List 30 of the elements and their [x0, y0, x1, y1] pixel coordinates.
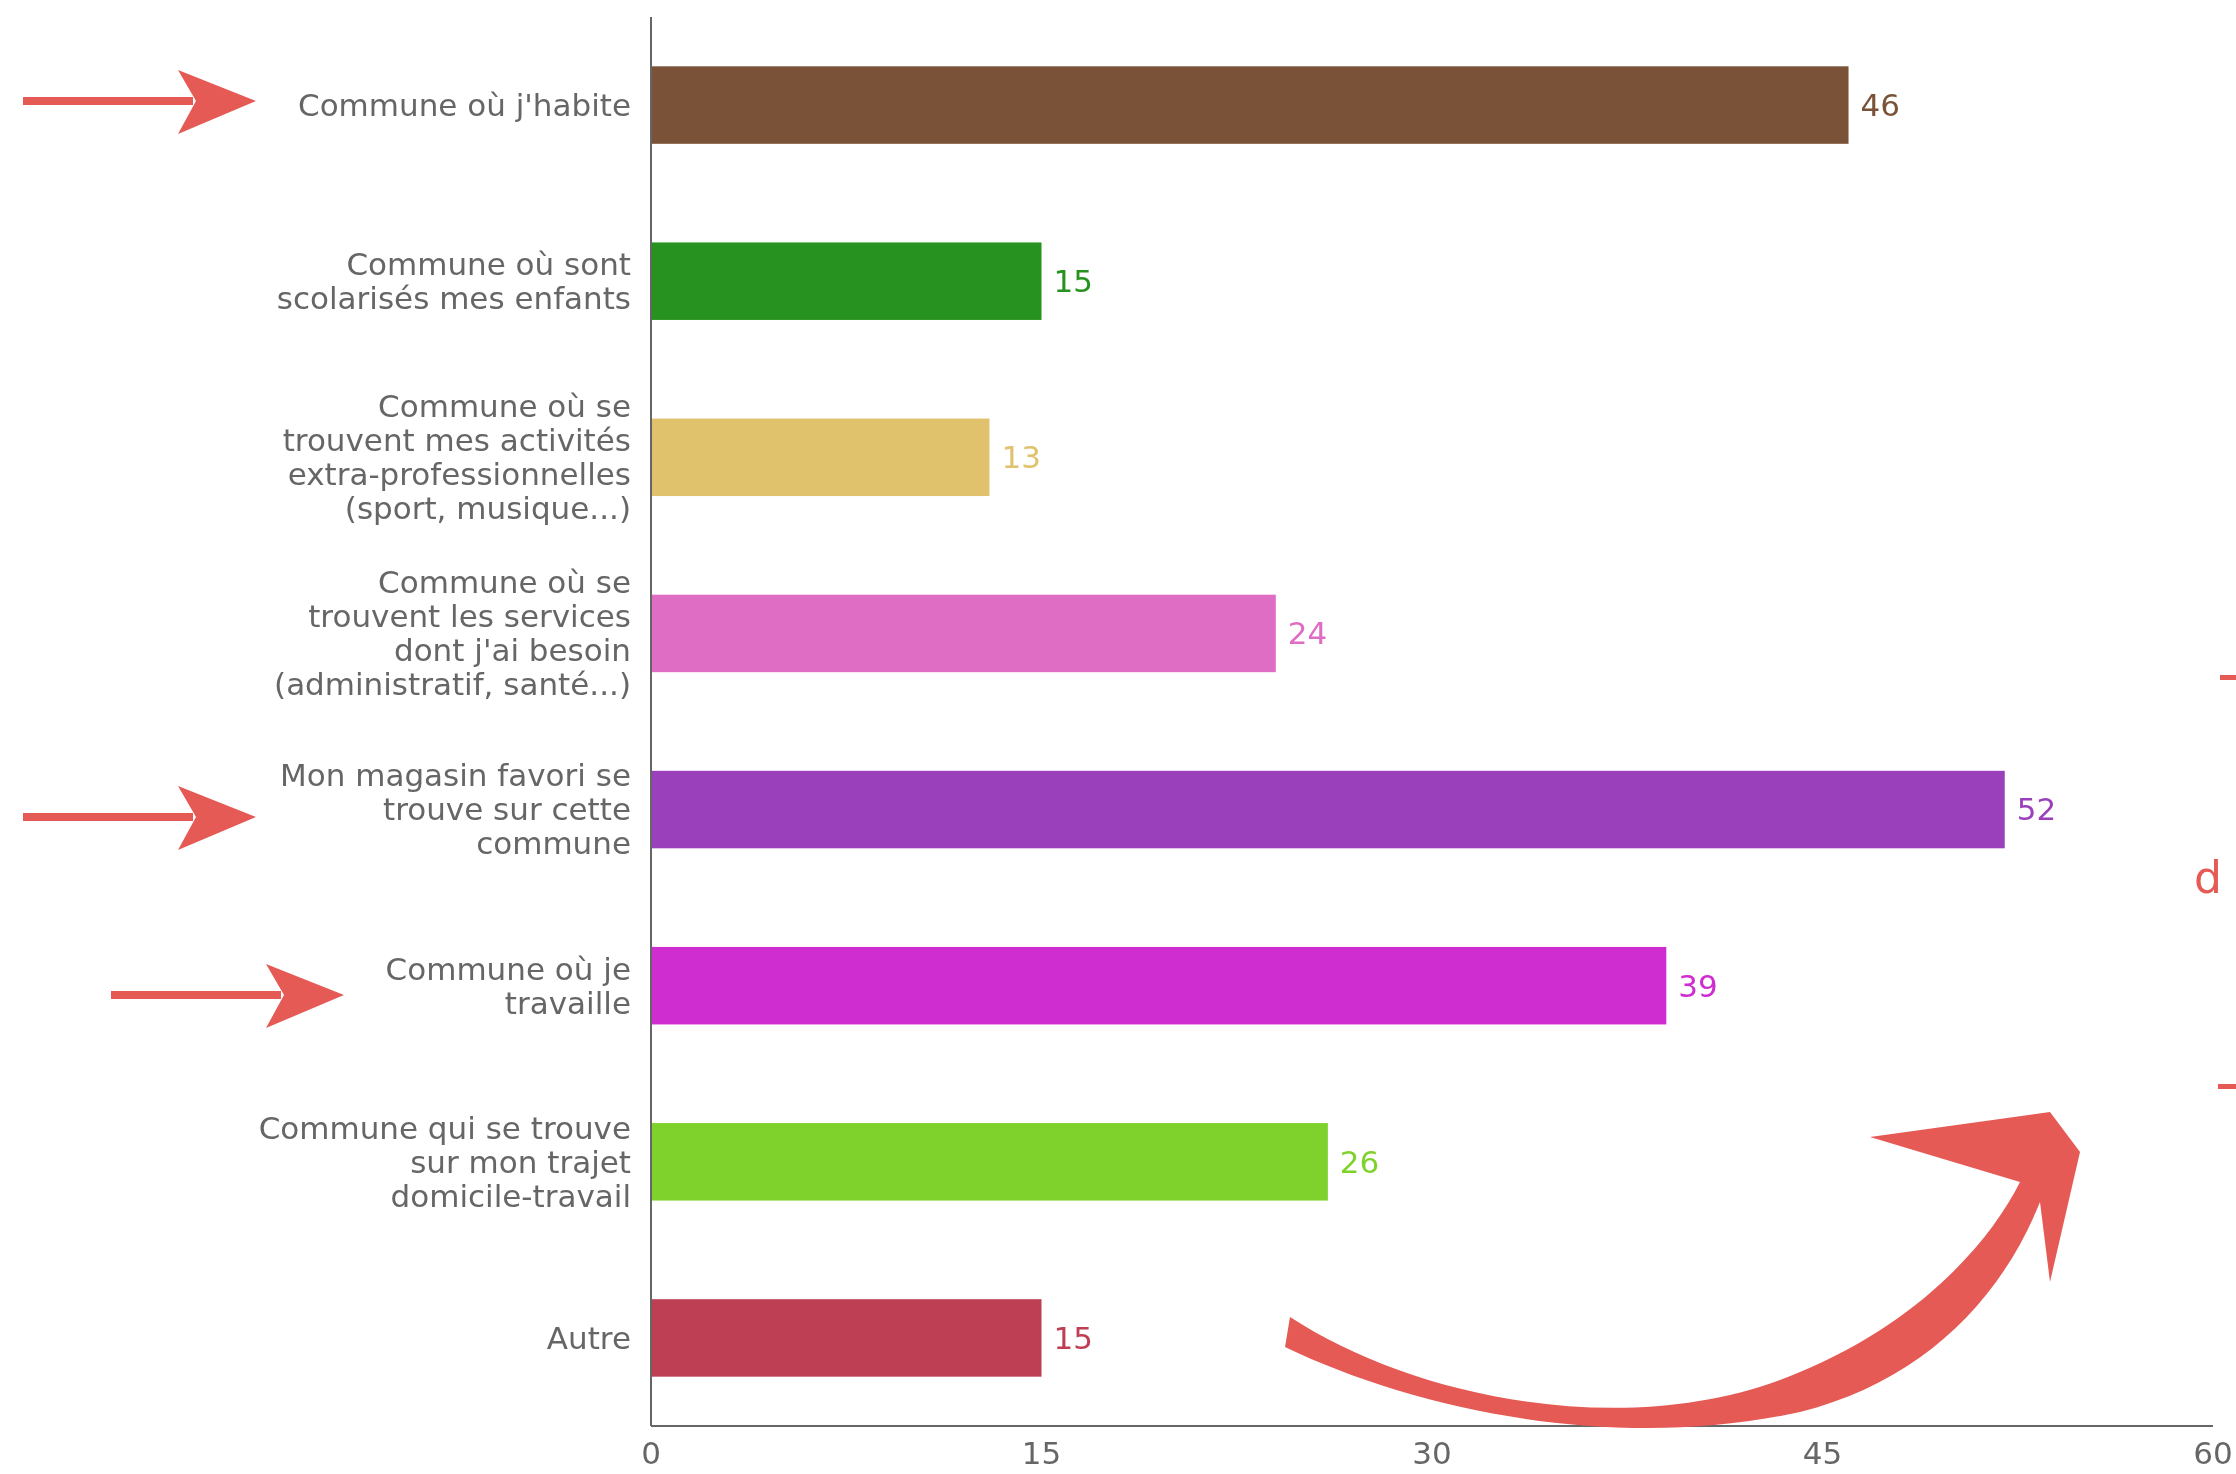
y-tick-label: Commune où se trouvent les services dont j'ai besoin (administratif, santé...) — [274, 564, 631, 703]
y-tick-label: Commune où sont scolarisés mes enfants — [276, 246, 631, 317]
bar — [651, 242, 1042, 320]
bar — [651, 1299, 1042, 1377]
bar — [651, 66, 1849, 144]
y-tick-label: Autre — [546, 1319, 631, 1356]
y-tick-label: Commune qui se trouve sur mon trajet domicile-travail — [258, 1109, 631, 1214]
data-label: 24 — [1287, 615, 1328, 652]
data-label: 13 — [1001, 439, 1041, 476]
x-tick-label: 45 — [1802, 1435, 1843, 1471]
bar — [651, 770, 2005, 849]
y-tick-label: Commune où se trouvent mes activités extra-professionnelles (sport, musique...) — [282, 388, 631, 527]
data-label: 26 — [1339, 1143, 1380, 1180]
bar — [651, 418, 990, 497]
bar — [651, 946, 1667, 1025]
annotation: d — [2194, 852, 2222, 903]
data-label: 46 — [1860, 86, 1900, 123]
y-tick-label: Commune où je travaille — [385, 950, 631, 1021]
x-tick-label: 60 — [2193, 1435, 2233, 1471]
x-tick-label: 30 — [1412, 1435, 1452, 1471]
bar — [651, 594, 1276, 673]
data-label: 39 — [1678, 967, 1718, 1004]
data-label: 52 — [2016, 791, 2057, 828]
x-tick-label: 0 — [641, 1435, 661, 1471]
data-label: 15 — [1053, 1319, 1093, 1356]
bar — [651, 1123, 1328, 1201]
y-tick-label: Mon magasin favori se trouve sur cette commune — [279, 757, 631, 862]
data-label: 15 — [1053, 263, 1093, 300]
x-tick-label: 15 — [1021, 1435, 1062, 1471]
y-tick-label: Commune où j'habite — [298, 86, 631, 123]
